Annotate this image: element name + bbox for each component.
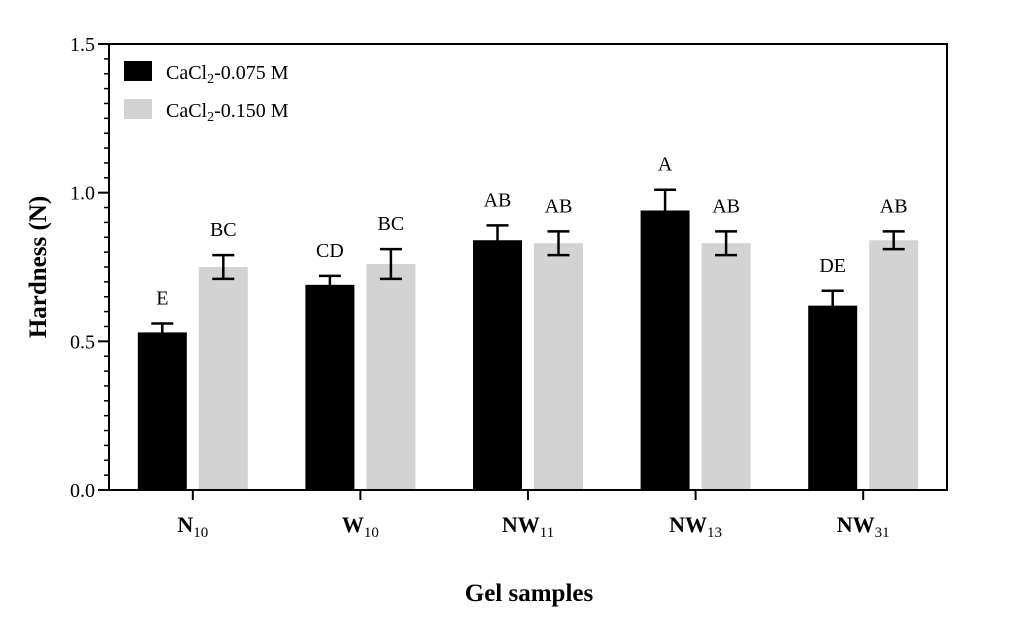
bar: [473, 240, 522, 490]
legend-swatch: [124, 99, 152, 119]
legend-swatch: [124, 61, 152, 81]
significance-label: E: [156, 287, 168, 309]
y-tick-label: 1.0: [70, 183, 95, 205]
x-tick-label: N10: [177, 512, 208, 541]
significance-label: CD: [316, 240, 344, 262]
axes-layer: N10 W10 NW11 NW13 NW31 0.0 0.5 1.0 1.5: [70, 34, 948, 541]
bar: [305, 284, 355, 490]
bar: [701, 243, 751, 490]
significance-label: A: [658, 154, 673, 176]
bar: [366, 264, 416, 490]
bar: [137, 332, 187, 490]
x-tick-label: W10: [342, 512, 379, 541]
y-tick-label: 0.5: [70, 331, 95, 353]
x-axis-title: Gel samples: [465, 580, 594, 607]
legend-label: CaCl2-0.075 M: [166, 62, 289, 87]
x-tick-label: NW31: [837, 512, 890, 541]
legend-label: CaCl2-0.150 M: [166, 100, 289, 125]
legend: CaCl2-0.075 M CaCl2-0.150 M: [124, 61, 289, 125]
significance-label: AB: [545, 195, 573, 217]
significance-label: AB: [880, 195, 908, 217]
y-tick-label: 0.0: [70, 480, 95, 502]
bar: [640, 210, 690, 491]
bars-layer: E BC CD BC AB AB A AB DE AB: [137, 154, 919, 491]
x-tick-label: NW13: [669, 512, 722, 541]
bar: [534, 243, 583, 490]
significance-label: BC: [210, 219, 237, 241]
significance-label: BC: [378, 213, 405, 235]
bar: [869, 240, 919, 490]
x-tick-label: NW11: [502, 512, 554, 541]
bar: [808, 305, 858, 490]
significance-label: AB: [484, 189, 512, 211]
y-axis-title: Hardness (N): [25, 196, 52, 338]
significance-label: DE: [819, 255, 846, 277]
y-tick-label: 1.5: [70, 34, 95, 56]
bar: [198, 267, 248, 490]
significance-label: AB: [712, 195, 740, 217]
